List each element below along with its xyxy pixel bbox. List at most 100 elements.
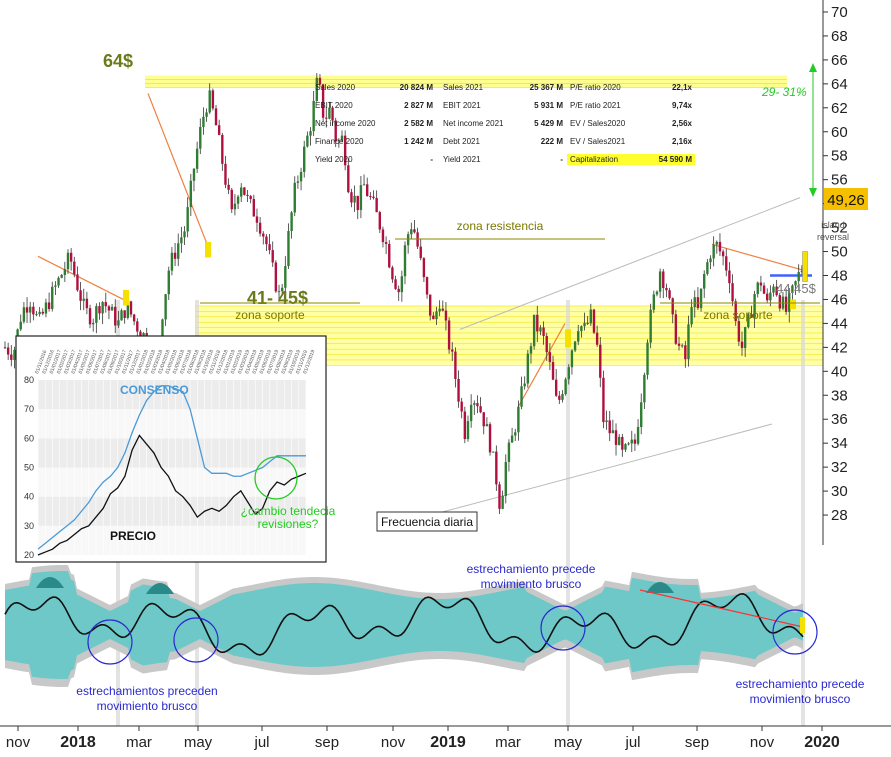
oscillator-annotation-mid: movimiento brusco bbox=[481, 577, 582, 591]
x-tick-label: sep bbox=[315, 734, 339, 751]
candle-body bbox=[485, 424, 489, 427]
trend-lines bbox=[37, 93, 812, 514]
table-cell: Sales 2020 bbox=[315, 83, 356, 92]
table-cell: EV / Sales2021 bbox=[570, 137, 626, 146]
candle-body bbox=[608, 420, 611, 434]
price-y-tick-label: 68 bbox=[831, 28, 848, 45]
candle-body bbox=[766, 293, 769, 301]
candle-body bbox=[454, 351, 457, 379]
candle-body bbox=[126, 301, 130, 318]
candle-body bbox=[82, 298, 85, 301]
candle-body bbox=[195, 148, 199, 169]
candle-body bbox=[88, 308, 92, 325]
trend-line bbox=[37, 255, 129, 303]
price-y-tick-label: 42 bbox=[831, 339, 848, 356]
table-cell: Net income 2021 bbox=[443, 119, 504, 128]
inset-highlight-circle bbox=[254, 456, 298, 500]
table-cell: 222 M bbox=[541, 137, 564, 146]
candle-body bbox=[762, 285, 766, 294]
candle-body bbox=[394, 279, 397, 289]
candle-body bbox=[343, 135, 347, 166]
candle-body bbox=[693, 297, 696, 308]
inset-y-tick-label: 40 bbox=[24, 492, 34, 502]
candle-body bbox=[262, 233, 265, 237]
candle-body bbox=[788, 293, 791, 312]
inset-chart: 2030405060708001/11/201601/12/201601/01/… bbox=[15, 335, 336, 563]
oscillator-peak bbox=[646, 582, 674, 593]
candle-body bbox=[523, 383, 526, 387]
candle-body bbox=[79, 290, 82, 301]
table-cell: P/E ratio 2021 bbox=[570, 101, 621, 110]
candle-body bbox=[529, 346, 533, 354]
candle-body bbox=[725, 256, 728, 271]
candle-body bbox=[501, 495, 504, 509]
oscillator-last-marker bbox=[800, 617, 805, 633]
candle-body bbox=[463, 411, 467, 440]
candle-body bbox=[586, 322, 589, 324]
candle-body bbox=[265, 236, 268, 245]
price-y-tick-label: 56 bbox=[831, 172, 848, 189]
price-annotations: 64$ 41- 45$ 29- 31% zona resistencia zona so… bbox=[76, 51, 864, 713]
candle-body bbox=[41, 311, 44, 314]
candle-body bbox=[309, 131, 312, 136]
candle-body bbox=[687, 324, 690, 360]
candle-body bbox=[63, 269, 67, 275]
oscillator-peak bbox=[36, 577, 64, 588]
gap-marker bbox=[123, 289, 129, 306]
island-reversal-label-2: reversal bbox=[817, 232, 849, 242]
candle-body bbox=[662, 271, 665, 289]
candle-body bbox=[677, 343, 681, 346]
inset-price-label: PRECIO bbox=[110, 529, 156, 543]
table-cell: P/E ratio 2020 bbox=[570, 83, 621, 92]
candle-body bbox=[419, 246, 422, 259]
candle-body bbox=[548, 352, 552, 363]
x-tick-label: nov bbox=[750, 734, 775, 751]
candle-body bbox=[274, 262, 278, 292]
inset-grid-band bbox=[38, 380, 306, 410]
candle-body bbox=[737, 321, 741, 342]
candle-body bbox=[337, 140, 341, 142]
candle-body bbox=[271, 250, 274, 263]
candle-body bbox=[381, 229, 385, 243]
candle-body bbox=[432, 315, 435, 320]
x-tick-label: jul bbox=[253, 734, 269, 751]
candle-body bbox=[397, 288, 400, 293]
candle-body bbox=[451, 349, 454, 352]
candle-body bbox=[211, 90, 215, 109]
price-y-tick-label: 44 bbox=[831, 315, 848, 332]
price-y-tick-label: 52 bbox=[831, 220, 848, 237]
x-tick-label: sep bbox=[685, 734, 709, 751]
candle-body bbox=[750, 314, 753, 318]
candle-body bbox=[180, 237, 183, 244]
table-cell: 2 582 M bbox=[404, 119, 433, 128]
x-tick-label: mar bbox=[495, 734, 521, 751]
candle-body bbox=[699, 288, 703, 309]
candle-body bbox=[268, 244, 271, 251]
candle-body bbox=[532, 314, 536, 347]
candle-body bbox=[217, 125, 221, 135]
candle-body bbox=[466, 421, 470, 440]
candle-body bbox=[32, 306, 35, 315]
candle-body bbox=[438, 308, 441, 312]
candle-body bbox=[539, 327, 542, 332]
price-y-tick-label: 66 bbox=[831, 52, 848, 69]
frecuencia-label: Frecuencia diaria bbox=[381, 515, 473, 529]
candle-body bbox=[243, 187, 246, 195]
inset-y-tick-label: 80 bbox=[24, 375, 34, 385]
candle-body bbox=[554, 379, 558, 396]
oscillator-annotation-right: movimiento brusco bbox=[750, 692, 851, 706]
candle-body bbox=[378, 212, 382, 230]
table-cell: - bbox=[560, 155, 563, 164]
price-y-tick-label: 40 bbox=[831, 363, 848, 380]
gap-marker bbox=[205, 241, 211, 258]
candle-body bbox=[640, 402, 643, 427]
oscillator-annotation-mid: estrechamiento precede bbox=[467, 562, 596, 576]
candle-body bbox=[422, 258, 426, 278]
candle-body bbox=[703, 273, 706, 289]
inset-annotation: ¿cambio tendecia bbox=[241, 504, 336, 518]
candle-body bbox=[69, 252, 73, 262]
candle-body bbox=[369, 196, 372, 198]
price-y-tick-label: 60 bbox=[831, 124, 848, 141]
candle-body bbox=[114, 306, 117, 326]
